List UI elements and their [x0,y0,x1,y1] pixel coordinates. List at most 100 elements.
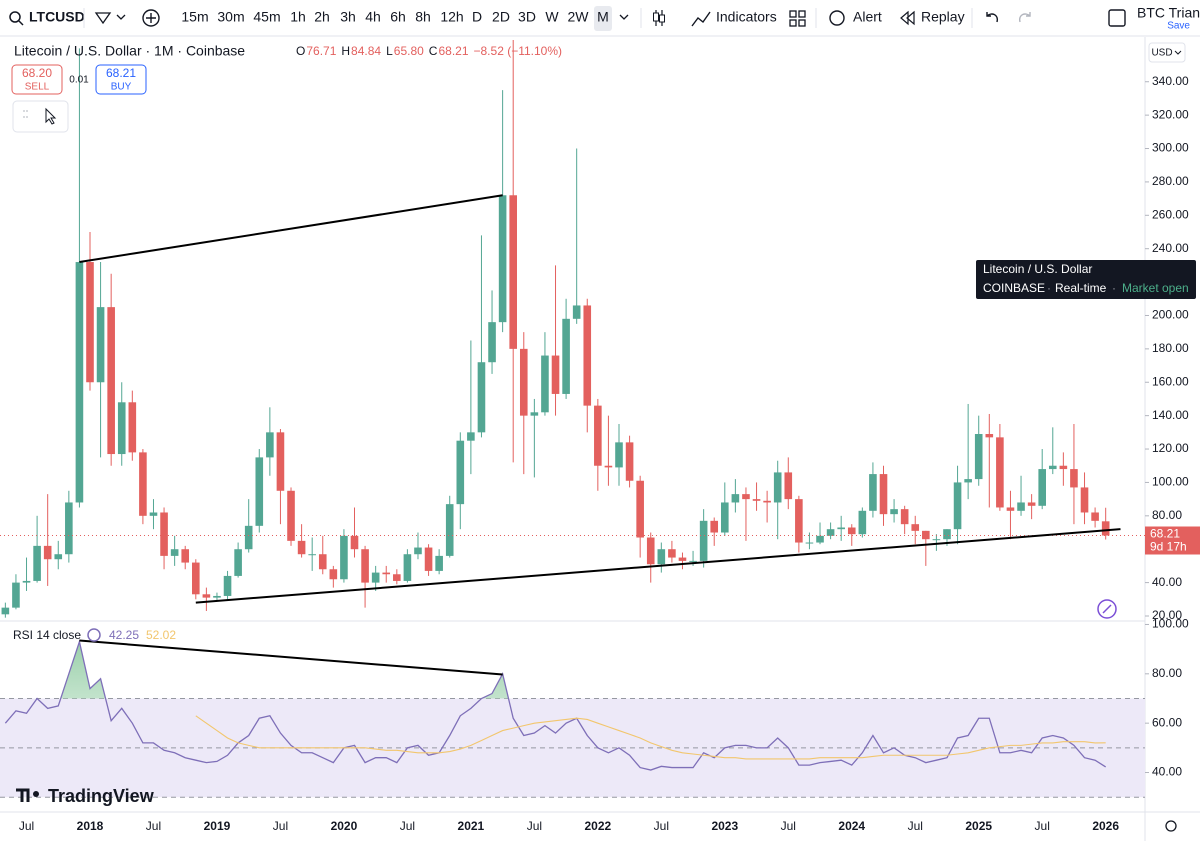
buy-label[interactable]: BUY [111,82,132,93]
candle-body [1027,502,1036,506]
candle-body [816,535,824,543]
x-tick-label: 2022 [584,819,611,833]
alert-button[interactable]: Alert [853,9,882,25]
interval-chevron[interactable] [619,14,629,20]
layout-icon[interactable] [1108,9,1126,27]
diamond-icon[interactable] [94,12,112,25]
interval-button[interactable]: 3h [340,9,356,25]
assistant-icon[interactable] [1097,599,1117,619]
candle-body [847,527,856,535]
interval-button[interactable]: 4h [365,9,381,25]
layouts-icon[interactable] [789,10,806,27]
candle-body [985,434,994,438]
settings-icon[interactable] [1165,820,1177,832]
candle-body [266,432,274,458]
ohlc-prefix: L [386,44,393,58]
buy-price[interactable]: 68.21 [106,66,136,80]
indicators-button[interactable]: Indicators [716,9,777,25]
interval-button[interactable]: 15m [181,9,208,25]
candle-body [1048,465,1057,470]
x-tick-label: Jul [654,819,669,833]
candle-body [530,412,539,416]
x-tick-label: 2019 [204,819,231,833]
candle-body [636,480,644,538]
add-symbol[interactable] [142,9,160,27]
candle-body [974,434,983,480]
replay-button[interactable]: Replay [921,9,965,25]
layout-name[interactable]: BTC Triang [1137,5,1200,21]
x-tick-label: Jul [527,819,542,833]
y-tick-label: 300.00 [1152,141,1189,155]
candle-body [551,355,560,394]
interval-button[interactable]: 2W [568,9,590,25]
interval-button[interactable]: 3D [518,9,536,25]
interval-button[interactable]: 30m [217,9,244,25]
candle-body [54,554,63,560]
interval-button[interactable]: 6h [390,9,406,25]
y-tick-label: 260.00 [1152,207,1189,221]
candle-body [689,560,697,562]
candle-body [710,520,719,533]
rsi-y-tick-label: 80.00 [1152,666,1182,680]
candle-body [678,557,687,561]
x-tick-label: Jul [273,819,288,833]
interval-button[interactable]: M [597,9,609,25]
interval-button[interactable]: W [545,9,559,25]
replay-icon[interactable] [900,10,915,26]
buy-button[interactable] [95,64,147,95]
candle-body [33,545,41,581]
symbol[interactable]: LTCUSD [29,9,85,25]
y-tick-label: 240.00 [1152,241,1189,255]
rsi-y-tick-label: 100.00 [1152,617,1189,631]
interval-button[interactable]: 2D [492,9,510,25]
candle-body [181,549,190,563]
rsi-source-icon[interactable] [87,628,101,642]
candle-body [721,502,729,533]
candle-body [65,502,73,555]
interval-button[interactable]: 12h [440,9,463,25]
candle-body [467,432,475,441]
candle-body [160,512,168,556]
undo[interactable] [986,12,999,23]
candle-body [615,442,623,468]
candle-body [361,549,369,583]
candle-body [318,554,327,570]
save-label[interactable]: Save [1167,21,1190,32]
currency-button[interactable] [1148,42,1186,63]
redo[interactable] [1018,12,1031,23]
sell-price[interactable]: 68.20 [22,66,52,80]
candle-body [562,318,570,394]
chevron[interactable] [116,14,126,20]
cursor-tool[interactable] [45,107,57,125]
interval-button[interactable]: 1h [290,9,306,25]
candle-body [604,465,613,468]
spread: 0.01 [69,75,89,86]
sell-label[interactable]: SELL [25,82,50,93]
rsi-y-tick-label: 60.00 [1152,715,1182,729]
rsi-pane [0,639,1145,798]
drag-handle[interactable] [23,110,28,118]
currency[interactable]: USD [1151,48,1172,59]
candle-body [837,527,845,530]
drawing-toolbar [12,100,69,133]
search-icon[interactable] [9,11,21,23]
y-tick-label: 120.00 [1152,441,1189,455]
candle-body [1070,469,1078,488]
interval-button[interactable]: 45m [253,9,280,25]
sell-button[interactable] [11,64,63,95]
interval-button[interactable]: D [472,9,482,25]
candle-body [964,479,972,483]
interval-button[interactable]: 8h [415,9,431,25]
last-price-label: 68.21 [1150,527,1180,541]
rsi-trendline [79,639,503,676]
interval-button[interactable]: 2h [314,9,330,25]
candle-body [657,549,666,565]
alert-icon[interactable] [829,10,845,26]
candle-body [488,322,496,363]
tooltip [976,260,1196,299]
interval-group: 15m 30m 45m 1h 2h 3h 4h 6h 8h 12h D 2D 3D W 2W M [181,9,608,25]
candle-body [107,307,115,455]
indicators-icon[interactable] [691,11,711,27]
candle-body [583,305,592,406]
